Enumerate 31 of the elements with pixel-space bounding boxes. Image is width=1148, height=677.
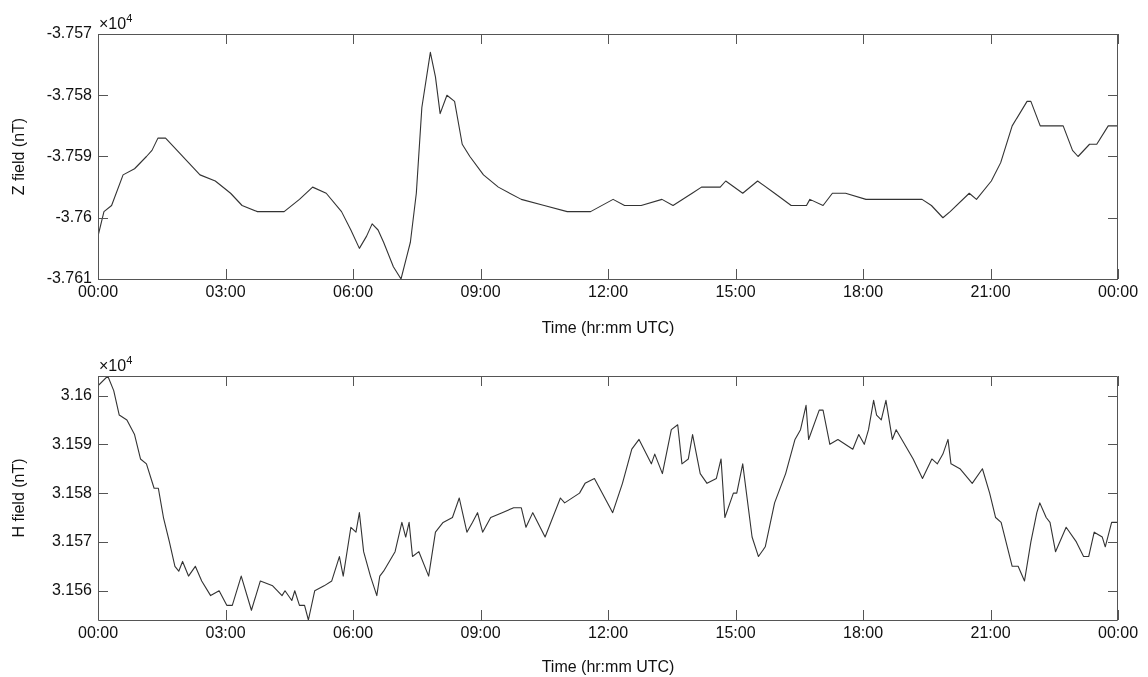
x-tick-label: 21:00 [970, 624, 1011, 642]
x-tick-label: 21:00 [970, 283, 1011, 301]
x-tick-label: 12:00 [587, 283, 629, 301]
x-tick-label: 00:00 [1097, 283, 1139, 301]
y-axis-title: Z field (nT) [10, 117, 28, 196]
x-tick-label: 00:00 [77, 624, 119, 642]
y-tick-label: -3.759 [46, 146, 93, 164]
x-tick-label: 06:00 [332, 624, 374, 642]
y-tick-label: 3.159 [51, 434, 93, 452]
y-tick-label: 3.156 [51, 581, 93, 599]
y-axis-title: H field (nT) [10, 458, 28, 538]
x-tick-label: 15:00 [715, 283, 756, 301]
x-tick-label: 09:00 [460, 624, 501, 642]
x-tick-label: 18:00 [842, 283, 884, 301]
x-tick-label: 12:00 [587, 624, 629, 642]
x-axis-title: Time (hr:mm UTC) [541, 318, 675, 336]
y-tick-label: 3.157 [51, 532, 93, 550]
y-tick-label: -3.758 [46, 85, 93, 103]
x-tick-label: 03:00 [205, 624, 246, 642]
y-tick-label: 3.16 [60, 385, 93, 403]
x-tick-label: 06:00 [332, 283, 374, 301]
y-tick-label: -3.76 [55, 208, 93, 226]
x-axis-title: Time (hr:mm UTC) [541, 657, 675, 675]
x-tick-label: 03:00 [205, 283, 246, 301]
x-tick-label: 18:00 [842, 624, 884, 642]
x-tick-label: 00:00 [77, 283, 119, 301]
y-tick-label: 3.158 [51, 483, 93, 501]
x-tick-label: 00:00 [1097, 624, 1139, 642]
x-tick-label: 09:00 [460, 283, 501, 301]
x-tick-label: 15:00 [715, 624, 756, 642]
y-tick-label: -3.757 [46, 24, 93, 42]
